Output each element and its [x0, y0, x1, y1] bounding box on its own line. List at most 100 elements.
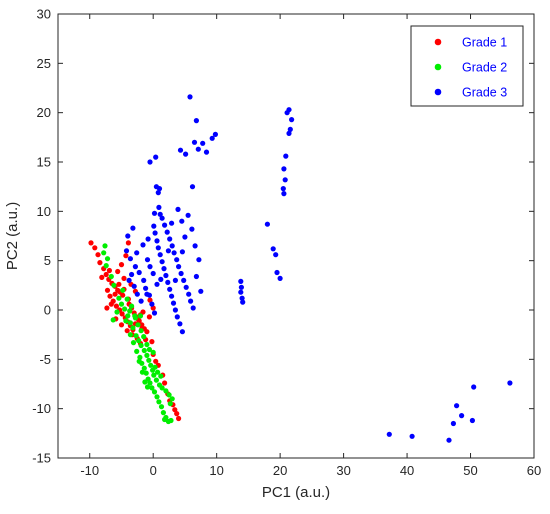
data-point — [507, 380, 513, 386]
x-tick-label: 10 — [209, 463, 223, 478]
axes-box — [57, 13, 535, 459]
data-point — [122, 306, 128, 312]
data-point — [187, 94, 193, 100]
y-tick-label: 20 — [37, 105, 51, 120]
data-point — [282, 177, 288, 183]
data-point — [185, 212, 191, 218]
data-point — [160, 410, 166, 416]
data-point — [450, 420, 456, 427]
y-tick-label: 10 — [37, 204, 51, 219]
data-point — [104, 305, 110, 311]
data-point — [135, 322, 141, 328]
data-point — [150, 349, 156, 355]
data-point — [193, 118, 199, 124]
data-point — [162, 416, 168, 423]
data-point — [190, 305, 196, 311]
data-point — [172, 307, 178, 313]
data-point — [101, 250, 107, 256]
data-point — [270, 246, 276, 252]
data-point — [152, 364, 158, 370]
data-point — [238, 284, 244, 290]
data-point — [169, 243, 175, 249]
data-point — [114, 309, 120, 315]
data-point — [148, 362, 154, 368]
x-axis-label: PC1 (a.u.) — [262, 484, 330, 501]
y-tick-label: 30 — [37, 7, 51, 22]
data-point — [157, 211, 163, 217]
data-point — [144, 291, 150, 297]
data-point — [120, 287, 126, 293]
data-point — [151, 210, 158, 216]
data-point — [281, 191, 287, 197]
data-point — [147, 159, 153, 165]
data-point — [157, 252, 163, 258]
data-point — [166, 392, 172, 398]
data-point — [126, 277, 132, 283]
data-point — [189, 184, 196, 190]
data-point — [167, 286, 173, 292]
data-point — [153, 358, 159, 364]
y-tick-label: -15 — [32, 451, 51, 466]
data-point — [168, 417, 174, 424]
data-point — [125, 233, 131, 239]
data-point — [111, 282, 117, 288]
data-point — [172, 407, 178, 413]
data-point — [165, 279, 171, 285]
data-point — [188, 298, 194, 304]
data-point — [469, 417, 475, 424]
legend-marker — [434, 38, 442, 46]
series-2 — [101, 243, 175, 425]
data-point — [141, 347, 147, 354]
data-point — [88, 240, 94, 246]
data-point — [156, 186, 163, 192]
data-point — [108, 301, 114, 307]
data-point — [240, 299, 246, 305]
data-point — [289, 117, 295, 123]
legend-item: Grade 1 — [434, 36, 507, 50]
data-point — [446, 437, 452, 443]
data-point — [123, 248, 130, 254]
x-tick-label: 20 — [273, 463, 287, 478]
data-point — [130, 340, 137, 346]
data-point — [131, 283, 137, 289]
data-point — [132, 313, 138, 319]
data-point — [104, 287, 111, 293]
legend-box — [410, 25, 524, 107]
data-point — [132, 264, 138, 270]
data-point — [286, 130, 292, 136]
data-point — [143, 285, 149, 291]
legend-label: Grade 3 — [462, 86, 507, 100]
data-point — [116, 295, 122, 301]
data-point — [150, 305, 156, 311]
data-point — [196, 257, 202, 263]
data-point — [192, 243, 198, 249]
data-point — [125, 313, 131, 319]
data-point — [174, 314, 180, 320]
data-point — [273, 252, 279, 258]
data-point — [103, 263, 109, 269]
x-tick-label: -10 — [80, 463, 99, 478]
data-point — [95, 252, 101, 258]
data-point — [144, 329, 150, 335]
data-point — [281, 166, 287, 172]
data-point — [146, 346, 152, 353]
legend-marker — [434, 88, 442, 96]
data-point — [409, 433, 415, 439]
data-point — [200, 140, 206, 146]
data-point — [164, 229, 170, 235]
data-point — [127, 308, 133, 314]
data-point — [102, 243, 108, 249]
data-point — [118, 301, 125, 307]
data-point — [287, 126, 293, 132]
data-point — [277, 275, 283, 281]
data-point — [124, 328, 130, 334]
data-point — [186, 291, 192, 297]
data-point — [212, 131, 218, 137]
data-point — [147, 264, 153, 270]
data-point — [99, 274, 105, 280]
data-point — [147, 380, 153, 386]
data-point — [144, 384, 151, 390]
data-point — [163, 272, 169, 279]
data-point — [151, 389, 158, 395]
